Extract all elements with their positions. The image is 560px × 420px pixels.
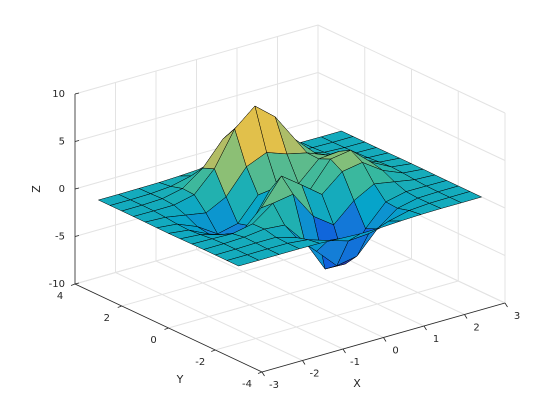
x-tick [342, 348, 346, 354]
x-tick-label: 2 [473, 323, 479, 334]
x-tick [504, 302, 508, 308]
z-tick [74, 140, 80, 142]
grid-line [317, 72, 506, 161]
y-tick-label: 2 [104, 313, 110, 324]
x-tick [423, 325, 427, 331]
surface-cell [226, 254, 260, 267]
y-tick [211, 349, 216, 352]
x-tick [302, 360, 306, 365]
z-tick-label: -5 [55, 232, 65, 243]
x-tick-label: -3 [269, 380, 279, 391]
y-axis-label: Y [176, 373, 184, 386]
y-tick-label: -2 [195, 357, 205, 368]
z-tick-label: 10 [52, 89, 65, 100]
x-axis-label: X [353, 377, 361, 390]
grid-line [317, 24, 506, 114]
surface-cell [234, 105, 267, 167]
grid-line [74, 24, 319, 95]
y-tick-label: 4 [57, 291, 63, 302]
z-tick [74, 92, 80, 95]
y-tick [257, 371, 263, 374]
x-tick-label: 1 [433, 334, 439, 345]
z-tick [74, 187, 80, 190]
z-tick-label: 0 [59, 184, 65, 195]
grid-line [74, 72, 319, 142]
x-tick [464, 314, 468, 319]
y-tick-label: 0 [150, 335, 156, 346]
y-tick [70, 283, 76, 286]
x-tick-label: 0 [392, 346, 398, 357]
y-tick [117, 305, 122, 308]
x-tick-label: 3 [514, 311, 520, 322]
z-axis-label: Z [30, 185, 43, 193]
grid-line [168, 258, 412, 329]
x-tick-label: -2 [310, 369, 320, 380]
y-tick [164, 327, 169, 330]
z-tick-label: -10 [49, 279, 65, 290]
surface [98, 105, 482, 270]
x-tick-label: -1 [350, 357, 360, 368]
x-tick [383, 337, 387, 342]
grid-line [215, 280, 459, 351]
y-tick-label: -4 [242, 379, 252, 390]
z-tick [74, 282, 80, 285]
z-tick-label: 5 [59, 137, 65, 148]
x-tick [261, 371, 265, 377]
z-tick [74, 235, 80, 237]
